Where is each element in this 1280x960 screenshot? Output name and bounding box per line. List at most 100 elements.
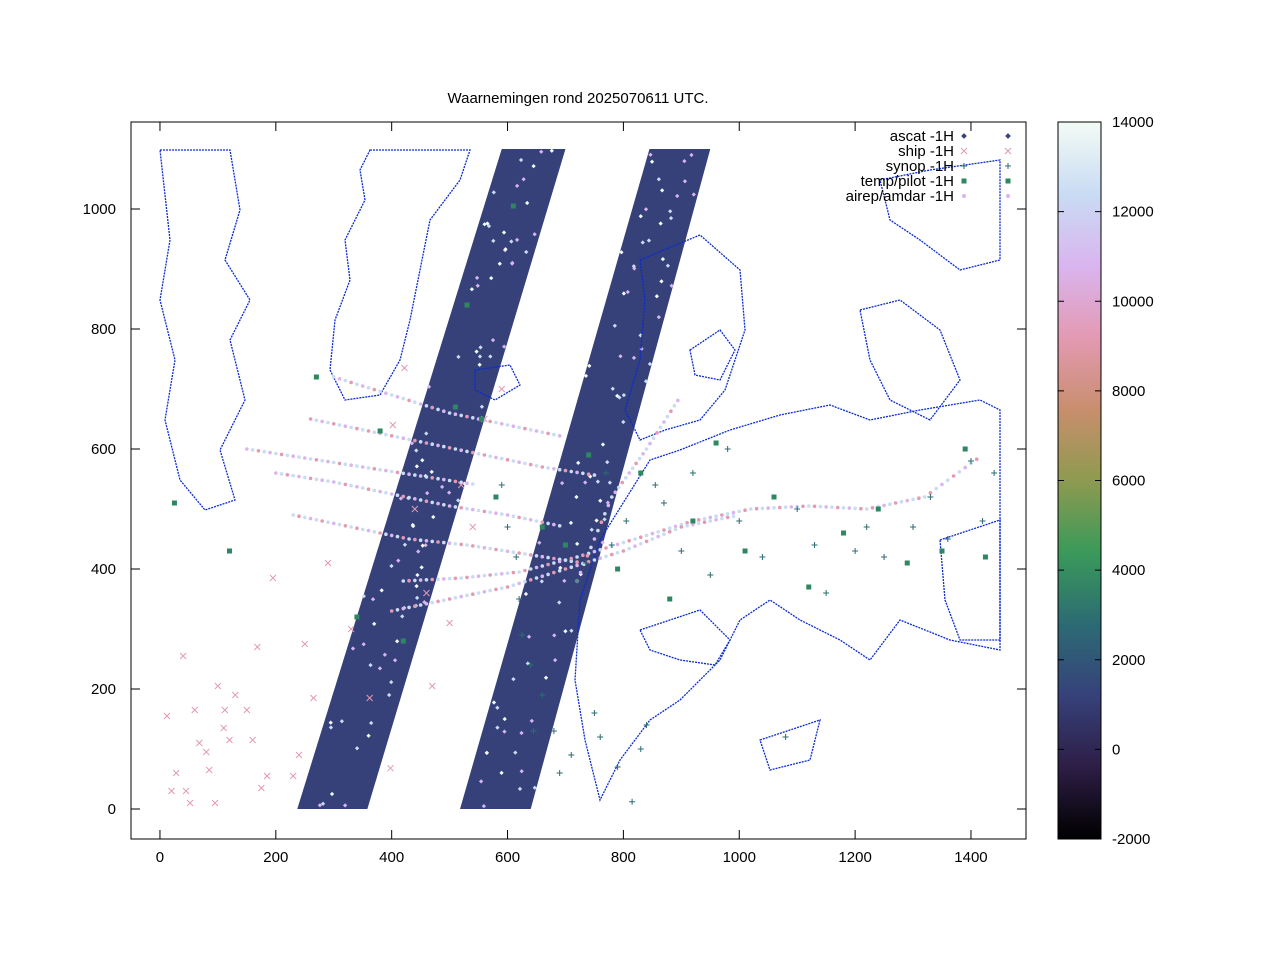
airep-point bbox=[349, 525, 353, 529]
airep-point bbox=[922, 495, 927, 499]
ship-point bbox=[257, 784, 265, 792]
synop-point bbox=[910, 524, 917, 530]
airep-point bbox=[528, 553, 533, 557]
airep-point bbox=[589, 545, 593, 550]
synop-point bbox=[794, 506, 801, 512]
airep-point bbox=[453, 576, 458, 581]
ascat-point bbox=[513, 750, 518, 755]
airep-point bbox=[737, 509, 742, 514]
temp-pilot-point bbox=[354, 614, 360, 620]
airep-point bbox=[974, 457, 979, 462]
ship-point bbox=[263, 772, 271, 780]
airep-point bbox=[552, 570, 556, 575]
airep-point bbox=[563, 468, 568, 473]
airep-point bbox=[557, 569, 562, 573]
ascat-point bbox=[574, 494, 579, 500]
airep-point bbox=[488, 419, 492, 424]
ascat-point bbox=[532, 785, 537, 790]
airep-point bbox=[540, 520, 545, 524]
airep-point bbox=[621, 549, 626, 553]
airep-point bbox=[413, 497, 417, 501]
ascat-point bbox=[429, 469, 434, 474]
airep-point bbox=[581, 471, 585, 476]
temp-pilot-point bbox=[464, 302, 470, 308]
ascat-point bbox=[474, 275, 480, 281]
legend-marker bbox=[1004, 147, 1012, 155]
ascat-point bbox=[605, 500, 611, 505]
airep-point bbox=[308, 516, 313, 521]
ascat-point bbox=[402, 542, 408, 547]
airep-point bbox=[366, 429, 371, 433]
x-tick-label: 200 bbox=[263, 849, 288, 866]
ascat-point bbox=[502, 716, 507, 722]
ascat-point bbox=[691, 192, 696, 197]
airep-point bbox=[442, 503, 446, 507]
ascat-point bbox=[342, 803, 348, 808]
airep-point bbox=[407, 495, 411, 500]
ascat-point bbox=[569, 628, 574, 633]
airep-point bbox=[297, 455, 301, 459]
airep-point bbox=[835, 505, 840, 510]
airep-point bbox=[389, 393, 394, 397]
airep-point bbox=[314, 477, 319, 482]
airep-point bbox=[459, 413, 463, 418]
airep-tracks bbox=[245, 375, 979, 613]
y-axis: 0 200 400 600 800 1000 bbox=[83, 201, 1026, 818]
ascat-point bbox=[640, 240, 645, 245]
airep-point bbox=[824, 505, 828, 509]
ascat-point bbox=[600, 442, 606, 447]
ascat-point bbox=[625, 289, 630, 295]
synop-point bbox=[614, 764, 621, 770]
airep-point bbox=[418, 603, 423, 607]
ascat-point bbox=[482, 222, 487, 227]
ascat-point bbox=[525, 200, 530, 206]
ascat-point bbox=[372, 621, 377, 626]
airep-point bbox=[424, 499, 429, 504]
coastline bbox=[759, 719, 821, 771]
airep-point bbox=[696, 518, 701, 522]
airep-point bbox=[389, 609, 394, 613]
synop-point bbox=[979, 518, 986, 524]
airep-point bbox=[801, 504, 805, 509]
coastline bbox=[474, 364, 521, 401]
airep-point bbox=[575, 563, 579, 568]
airep-point bbox=[279, 472, 284, 476]
ascat-point bbox=[682, 179, 688, 184]
coastline bbox=[639, 609, 731, 666]
airep-point bbox=[517, 425, 521, 430]
airep-point bbox=[679, 525, 684, 529]
airep-point bbox=[563, 558, 568, 562]
airep-point bbox=[349, 425, 353, 430]
airep-point bbox=[482, 545, 487, 550]
synop-point bbox=[759, 554, 766, 560]
airep-point bbox=[731, 514, 736, 518]
ascat-point bbox=[414, 583, 419, 589]
airep-point bbox=[256, 449, 261, 453]
airep-point bbox=[789, 505, 794, 509]
airep-point bbox=[447, 541, 452, 545]
ascat-point bbox=[531, 164, 536, 169]
ascat-point bbox=[377, 666, 383, 671]
airep-point bbox=[523, 516, 527, 521]
ascat-point bbox=[502, 729, 507, 734]
airep-point bbox=[459, 448, 463, 453]
airep-point bbox=[592, 549, 597, 554]
airep-point bbox=[658, 425, 663, 430]
ascat-point bbox=[491, 238, 496, 243]
airep-point bbox=[662, 532, 666, 536]
airep-point bbox=[523, 568, 527, 573]
colorbar-tick-label: 10000 bbox=[1112, 293, 1154, 310]
airep-point bbox=[465, 593, 469, 598]
y-tick-label: 1000 bbox=[83, 201, 116, 218]
airep-point bbox=[644, 533, 649, 538]
ascat-point bbox=[643, 379, 649, 384]
airep-point bbox=[337, 461, 342, 466]
airep-point bbox=[355, 464, 359, 468]
airep-point bbox=[482, 509, 487, 514]
airep-point bbox=[372, 467, 377, 471]
airep-point bbox=[337, 481, 342, 486]
ascat-point bbox=[410, 522, 415, 528]
ship-point bbox=[498, 385, 506, 393]
ascat-point bbox=[484, 750, 489, 756]
ascat-point bbox=[532, 232, 537, 237]
